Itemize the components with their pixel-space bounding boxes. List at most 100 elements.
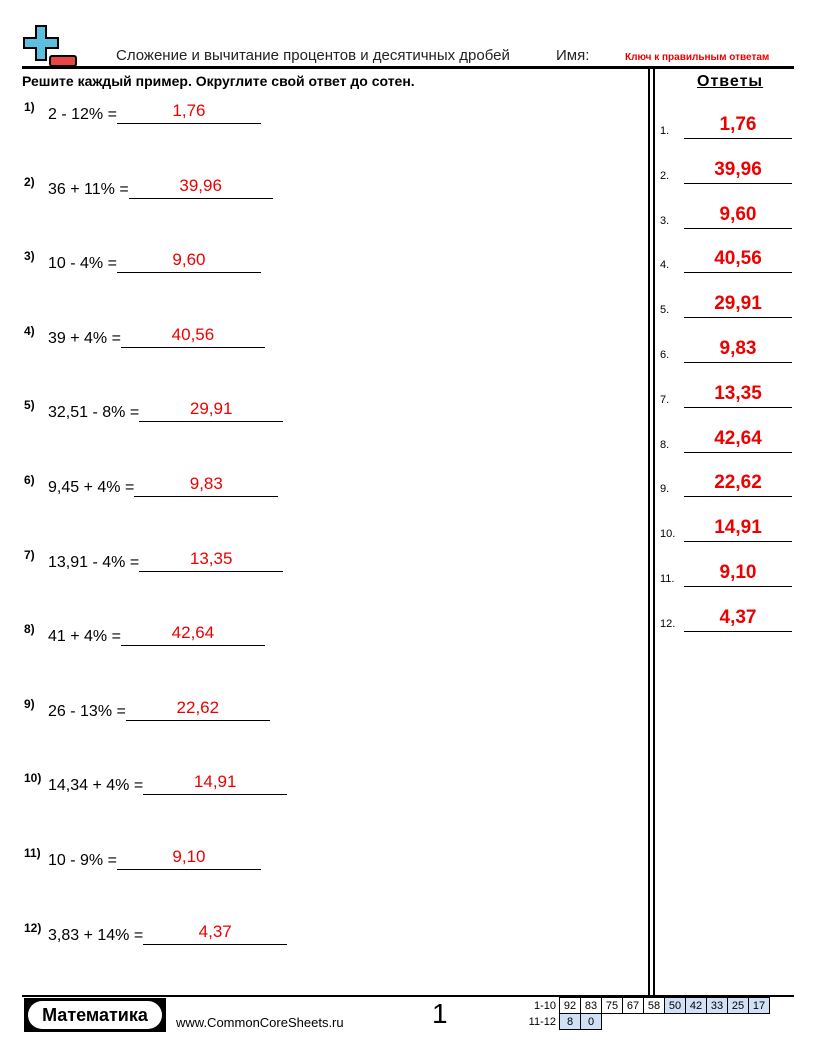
answer-key-item: 6. 9,83 [660, 337, 792, 363]
problem-text: 13,91 - 4% = [48, 553, 140, 571]
problem-item: 5) 32,51 - 8% = 29,91 [24, 398, 284, 423]
answer-key-item: 5. 29,91 [660, 292, 792, 319]
answer-key-number: 4. [660, 259, 670, 272]
answer-key-item: 4. 40,56 [660, 247, 792, 274]
worksheet-title: Сложение и вычитание процентов и десятич… [116, 47, 510, 64]
problem-item: 10) 14,34 + 4% = 14,91 [24, 771, 288, 796]
problem-number: 7) [24, 547, 35, 562]
answer-key-line: 1,76 [684, 112, 792, 139]
answer-key-number: 12. [660, 617, 676, 630]
answer-key-number: 5. [660, 304, 670, 317]
problem-text: 10 - 9% = [48, 852, 117, 869]
problem-number: 3) [24, 249, 35, 264]
problem-number: 12) [24, 920, 42, 935]
answer-key-item: 9. 22,62 [660, 470, 792, 498]
problem-number: 10) [24, 771, 42, 786]
problem-answer: 42,64 [171, 623, 215, 643]
answer-key-value: 40,56 [714, 248, 762, 270]
problem-item: 1) 2 - 12% = 1,76 [24, 100, 261, 124]
answer-key-number: 11. [660, 573, 675, 585]
problem-item: 7) 13,91 - 4% = 13,35 [24, 547, 284, 572]
answer-key-item: 3. 9,60 [660, 203, 792, 229]
answer-key-number: 7. [660, 393, 670, 406]
problem-text: 10 - 4% = [48, 255, 117, 273]
problem-item: 12) 3,83 + 14% = 4,37 [24, 920, 288, 945]
answer-key-value: 9,60 [719, 203, 757, 225]
problem-text: 41 + 4% = [48, 628, 121, 646]
answer-key-number: 1. [660, 125, 670, 137]
problem-item: 8) 41 + 4% = 42,64 [24, 622, 265, 647]
answers-heading: Ответы [697, 73, 764, 90]
answer-key-line: 14,91 [684, 515, 792, 543]
answer-key-line: 22,62 [684, 470, 792, 498]
answer-key-number: 2. [660, 169, 670, 182]
logo-icon [23, 25, 77, 67]
problem-answer: 9,83 [189, 474, 223, 493]
problem-answer: 40,56 [171, 324, 215, 344]
score-cell: 33 [706, 997, 728, 1014]
answer-line[interactable]: 4,37 [143, 921, 288, 945]
problem-answer: 4,37 [198, 921, 232, 941]
problem-item: 9) 26 - 13% = 22,62 [24, 697, 270, 721]
answer-key-item: 2. 39,96 [660, 158, 792, 184]
answer-line[interactable]: 9,10 [116, 847, 261, 870]
problem-text: 32,51 - 8% = [48, 404, 140, 422]
score-cell: 75 [601, 997, 623, 1014]
answer-line[interactable]: 29,91 [139, 399, 284, 423]
answer-line[interactable]: 9,83 [134, 474, 279, 497]
problem-number: 1) [24, 100, 35, 114]
answer-key-value: 4,37 [719, 606, 757, 628]
score-row-label: 11-12 [528, 1015, 556, 1028]
problem-answer: 1,76 [172, 101, 206, 120]
answer-line[interactable]: 1,76 [116, 101, 261, 124]
answer-line[interactable]: 42,64 [120, 623, 265, 647]
answer-key-number: 10. [660, 528, 676, 541]
problem-text: 9,45 + 4% = [48, 479, 135, 496]
answer-key-value: 39,96 [714, 158, 762, 180]
site-url: www.CommonCoreSheets.ru [176, 1015, 344, 1030]
answer-key-line: 13,35 [684, 381, 792, 408]
problem-text: 36 + 11% = [48, 180, 129, 198]
problem-item: 6) 9,45 + 4% = 9,83 [24, 473, 279, 497]
problem-answer: 9,60 [172, 250, 206, 270]
answer-line[interactable]: 40,56 [120, 324, 265, 348]
problem-item: 3) 10 - 4% = 9,60 [24, 249, 261, 274]
problem-answer: 14,91 [193, 772, 237, 792]
answer-key-item: 1. 1,76 [660, 113, 792, 139]
instructions: Решите каждый пример. Округлите свой отв… [22, 73, 415, 89]
answer-line[interactable]: 9,60 [116, 250, 261, 274]
name-label: Имя: [556, 47, 590, 64]
problem-text: 14,34 + 4% = [48, 777, 144, 795]
column-divider [653, 69, 655, 997]
score-cell: 58 [643, 997, 665, 1014]
answer-line[interactable]: 13,35 [139, 549, 284, 572]
answer-key-item: 11. 9,10 [660, 561, 792, 587]
score-cell: 42 [685, 997, 707, 1014]
score-cell: 8 [559, 1013, 581, 1030]
answer-key-item: 12. 4,37 [660, 606, 792, 632]
score-cell: 0 [580, 1013, 602, 1030]
answer-line[interactable]: 39,96 [128, 176, 273, 199]
score-row-label: 1-10 [533, 999, 556, 1012]
footer-divider [22, 995, 794, 997]
score-cell: 92 [559, 997, 581, 1014]
answer-key-value: 9,83 [719, 338, 757, 359]
problem-number: 5) [24, 398, 35, 413]
answer-key-value: 13,35 [714, 382, 762, 404]
page-number: 1 [432, 998, 448, 1029]
score-table: 1-10 92 83 75 67 58 50 42 33 25 17 11-12 8 0 [524, 997, 770, 1030]
brand-label: Математика [28, 1001, 162, 1029]
answer-line[interactable]: 22,62 [125, 698, 270, 721]
problem-item: 11) 10 - 9% = 9,10 [24, 846, 261, 870]
answer-line[interactable]: 14,91 [143, 772, 288, 796]
score-cell: 83 [580, 997, 602, 1014]
answer-key-value: 42,64 [714, 427, 762, 449]
answer-key-item: 10. 14,91 [660, 515, 792, 543]
problem-text: 39 + 4% = [48, 329, 121, 347]
answer-key-line: 9,60 [684, 202, 792, 229]
problem-text: 26 - 13% = [48, 702, 126, 720]
answer-key-number: 6. [660, 349, 670, 361]
problem-number: 11) [24, 846, 41, 860]
problem-text: 2 - 12% = [48, 106, 117, 123]
